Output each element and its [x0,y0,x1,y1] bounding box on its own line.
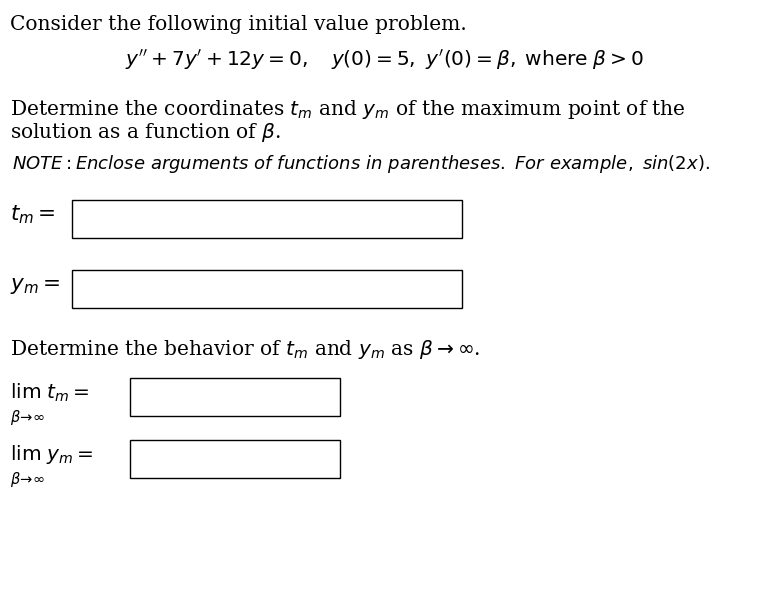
Text: $t_m =$: $t_m =$ [10,204,55,226]
FancyBboxPatch shape [72,200,462,238]
Text: $\beta\!\to\!\infty$: $\beta\!\to\!\infty$ [10,408,45,427]
Text: Consider the following initial value problem.: Consider the following initial value pro… [10,15,467,34]
FancyBboxPatch shape [130,378,340,416]
FancyBboxPatch shape [130,440,340,478]
FancyBboxPatch shape [72,270,462,308]
Text: $y_m =$: $y_m =$ [10,274,61,296]
Text: Determine the behavior of $t_m$ and $y_m$ as $\beta \to \infty$.: Determine the behavior of $t_m$ and $y_m… [10,338,481,361]
Text: $\beta\!\to\!\infty$: $\beta\!\to\!\infty$ [10,470,45,489]
Text: $y'' + 7y' + 12y = 0, \quad y(0) = 5,\ y'(0) = \beta, \;\mathrm{where}\; \beta >: $y'' + 7y' + 12y = 0, \quad y(0) = 5,\ y… [125,48,644,72]
Text: Determine the coordinates $t_m$ and $y_m$ of the maximum point of the: Determine the coordinates $t_m$ and $y_m… [10,98,686,121]
Text: $\mathrm{lim}\; t_m =$: $\mathrm{lim}\; t_m =$ [10,382,89,404]
Text: $\mathit{NOTE: Enclose\ arguments\ of\ functions\ in\ parentheses.\ For\ example: $\mathit{NOTE: Enclose\ arguments\ of\ f… [12,153,710,175]
Text: $\mathrm{lim}\; y_m =$: $\mathrm{lim}\; y_m =$ [10,444,93,466]
Text: solution as a function of $\beta$.: solution as a function of $\beta$. [10,121,281,144]
